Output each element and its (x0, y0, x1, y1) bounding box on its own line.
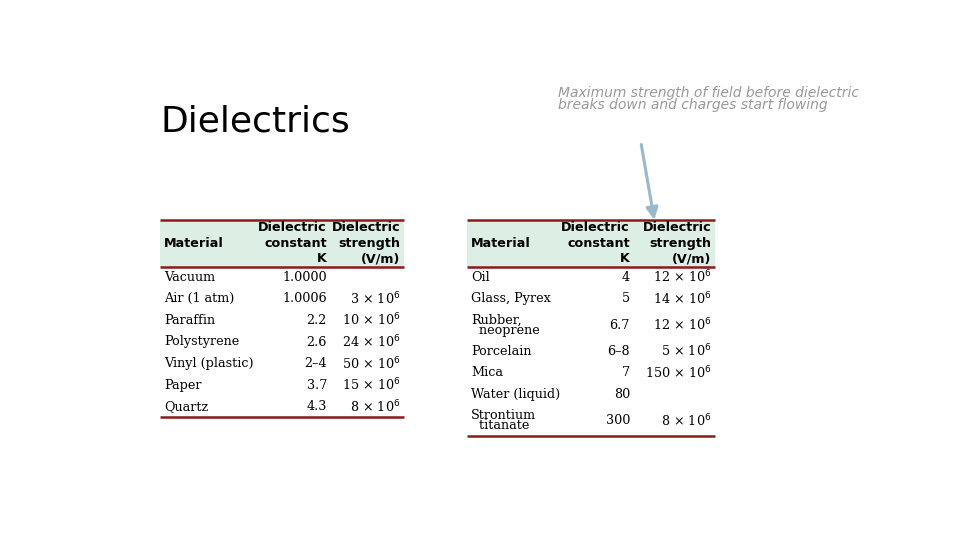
Text: Dielectric
constant
K: Dielectric constant K (562, 221, 630, 266)
Text: 300: 300 (606, 414, 630, 427)
Text: neoprene: neoprene (471, 323, 540, 336)
Bar (468, 220, 715, 267)
Text: Porcelain: Porcelain (471, 345, 532, 357)
Text: 4.3: 4.3 (306, 400, 327, 413)
Text: Glass, Pyrex: Glass, Pyrex (471, 292, 551, 306)
Text: 1.0000: 1.0000 (282, 271, 327, 284)
Text: Air (1 atm): Air (1 atm) (164, 292, 234, 306)
Text: Dielectrics: Dielectrics (160, 105, 350, 139)
Text: 24 × 10$^{6}$: 24 × 10$^{6}$ (342, 334, 400, 350)
Text: 50 × 10$^{6}$: 50 × 10$^{6}$ (342, 355, 400, 372)
Text: 2.6: 2.6 (306, 335, 327, 348)
Text: 5 × 10$^{6}$: 5 × 10$^{6}$ (660, 343, 711, 360)
Text: Polystyrene: Polystyrene (164, 335, 239, 348)
Text: Dielectric
strength
(V/m): Dielectric strength (V/m) (642, 221, 711, 266)
Text: Quartz: Quartz (164, 400, 208, 413)
Text: 12 × 10$^{6}$: 12 × 10$^{6}$ (653, 269, 711, 286)
Text: Paper: Paper (164, 379, 202, 392)
Text: Paraffin: Paraffin (164, 314, 215, 327)
Text: 80: 80 (613, 388, 630, 401)
Text: 8 × 10$^{6}$: 8 × 10$^{6}$ (660, 412, 711, 429)
Text: 6.7: 6.7 (610, 319, 630, 332)
Text: 2.2: 2.2 (306, 314, 327, 327)
Text: Material: Material (471, 237, 531, 250)
Text: 10 × 10$^{6}$: 10 × 10$^{6}$ (342, 312, 400, 329)
Text: Mica: Mica (471, 366, 503, 379)
Text: 150 × 10$^{6}$: 150 × 10$^{6}$ (645, 364, 711, 381)
Text: Strontium: Strontium (471, 409, 537, 422)
Text: Dielectric
constant
K: Dielectric constant K (258, 221, 327, 266)
Text: 3 × 10$^{6}$: 3 × 10$^{6}$ (350, 291, 400, 307)
Bar (160, 220, 404, 267)
Text: Maximum strength of field before dielectric: Maximum strength of field before dielect… (558, 85, 859, 99)
Text: 6–8: 6–8 (608, 345, 630, 357)
Text: 7: 7 (622, 366, 630, 379)
Text: Oil: Oil (471, 271, 490, 284)
Text: 14 × 10$^{6}$: 14 × 10$^{6}$ (653, 291, 711, 307)
Text: Water (liquid): Water (liquid) (471, 388, 561, 401)
Text: 5: 5 (622, 292, 630, 306)
Text: Dielectric
strength
(V/m): Dielectric strength (V/m) (332, 221, 400, 266)
Text: 12 × 10$^{6}$: 12 × 10$^{6}$ (653, 317, 711, 333)
Text: 2–4: 2–4 (304, 357, 327, 370)
Text: 3.7: 3.7 (306, 379, 327, 392)
Text: Material: Material (164, 237, 224, 250)
Text: breaks down and charges start flowing: breaks down and charges start flowing (558, 98, 828, 112)
Text: 15 × 10$^{6}$: 15 × 10$^{6}$ (342, 377, 400, 394)
Text: 4: 4 (622, 271, 630, 284)
Text: Vinyl (plastic): Vinyl (plastic) (164, 357, 253, 370)
Text: Rubber,: Rubber, (471, 314, 521, 327)
Text: 1.0006: 1.0006 (282, 292, 327, 306)
Text: titanate: titanate (471, 419, 530, 432)
Text: Vacuum: Vacuum (164, 271, 215, 284)
Text: 8 × 10$^{6}$: 8 × 10$^{6}$ (350, 399, 400, 415)
